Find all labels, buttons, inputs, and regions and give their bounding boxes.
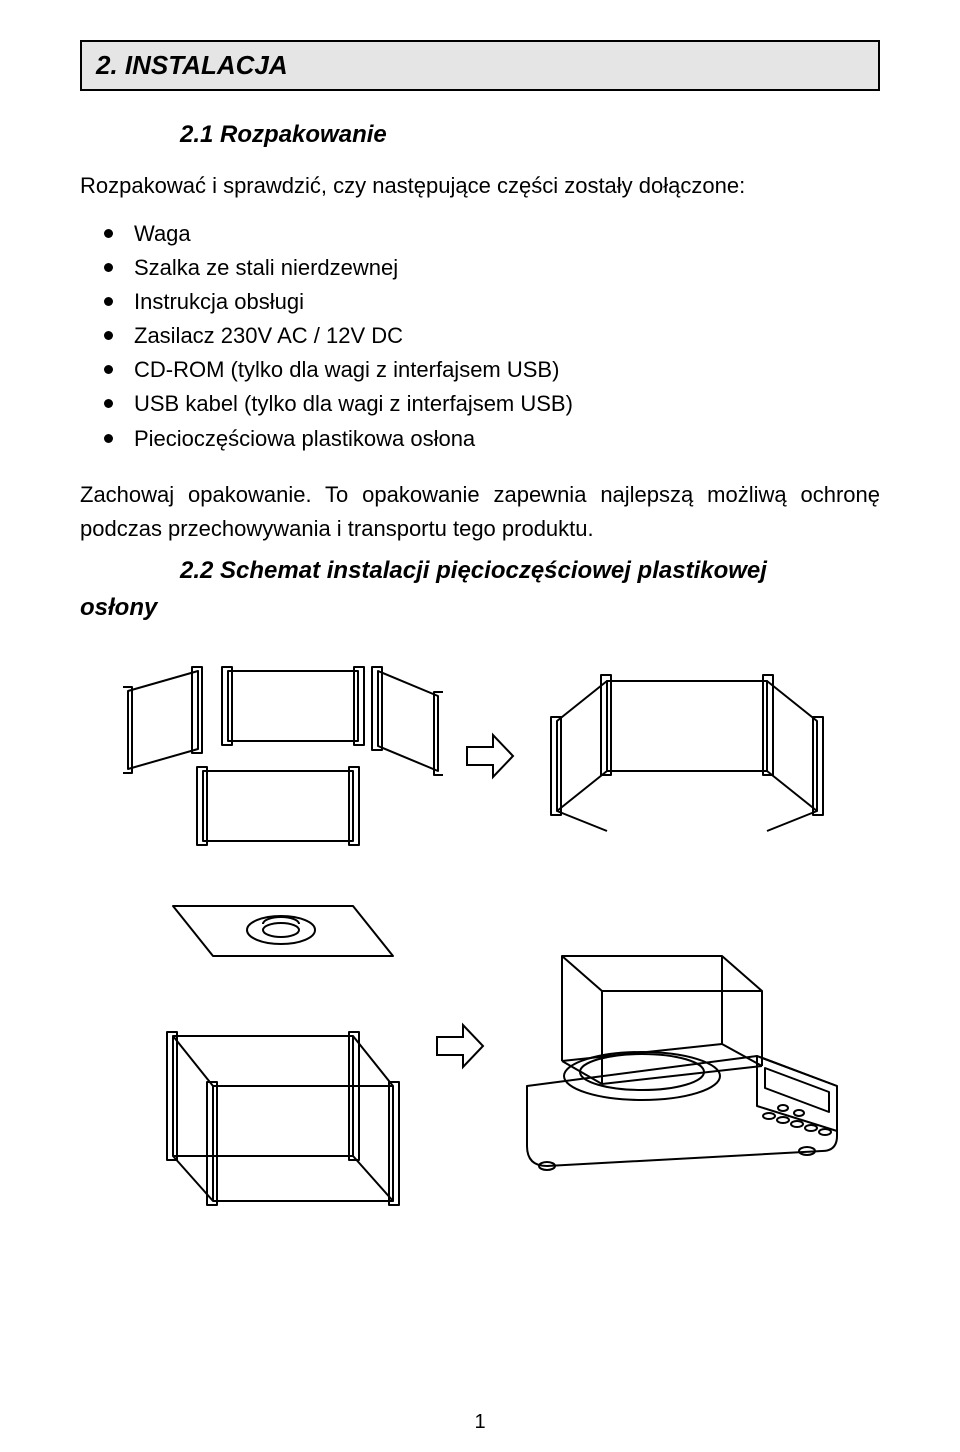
diagram-scale-assembled	[507, 916, 847, 1176]
list-item: CD-ROM (tylko dla wagi z interfajsem USB…	[80, 353, 880, 387]
keep-packaging-paragraph: Zachowaj opakowanie. To opakowanie zapew…	[80, 478, 880, 546]
diagram-exploded-panels	[123, 656, 443, 856]
list-item: Piecioczęściowa plastikowa osłona	[80, 422, 880, 456]
page-number: 1	[0, 1411, 960, 1434]
diagram-lid-and-frame	[113, 886, 413, 1206]
list-item: Instrukcja obsługi	[80, 285, 880, 319]
intro-text: Rozpakować i sprawdzić, czy następujące …	[80, 173, 880, 199]
list-item: Waga	[80, 217, 880, 251]
diagram-row-1	[123, 656, 837, 856]
list-item: Szalka ze stali nierdzewnej	[80, 251, 880, 285]
parts-list: Waga Szalka ze stali nierdzewnej Instruk…	[80, 217, 880, 456]
arrow-icon	[463, 729, 517, 783]
diagram-row-2	[113, 886, 847, 1206]
section-header: 2. INSTALACJA	[80, 40, 880, 91]
subsection-1-heading: 2.1 Rozpakowanie	[180, 121, 880, 149]
list-item: USB kabel (tylko dla wagi z interfajsem …	[80, 387, 880, 421]
arrow-icon	[433, 1019, 487, 1073]
subsection-2-heading: 2.2 Schemat instalacji pięcioczęściowej …	[80, 552, 880, 626]
section-title: 2. INSTALACJA	[96, 50, 864, 81]
list-item: Zasilacz 230V AC / 12V DC	[80, 319, 880, 353]
diagram-three-sided	[537, 661, 837, 851]
assembly-diagrams	[80, 656, 880, 1206]
